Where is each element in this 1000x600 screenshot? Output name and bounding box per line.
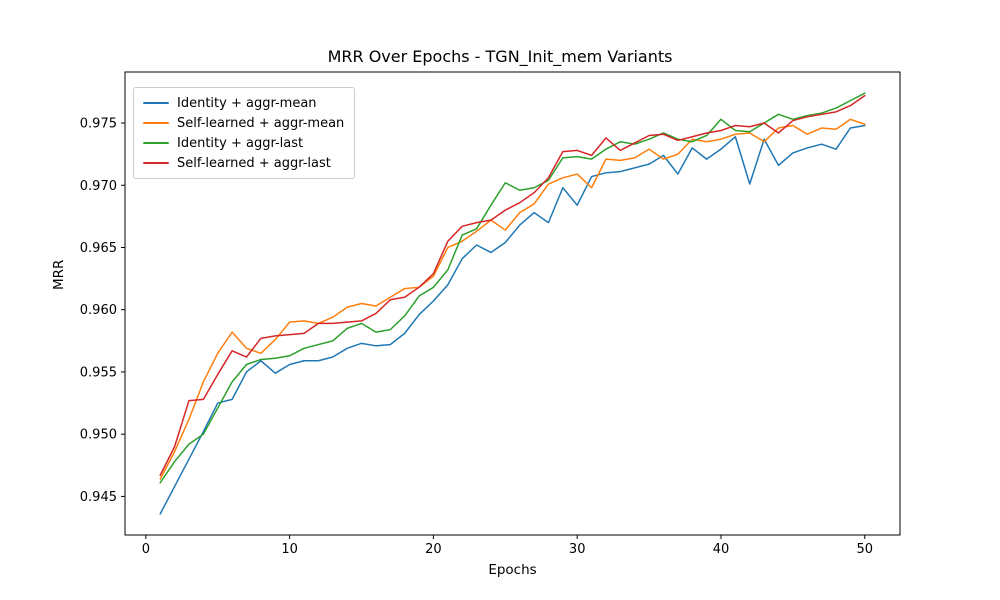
series-line-self-learned-aggr-mean xyxy=(159,118,866,480)
legend: Identity + aggr-mean Self-learned + aggr-… xyxy=(133,87,356,179)
y-tick-label: 0.950 xyxy=(80,428,117,443)
x-tick-label: 50 xyxy=(856,542,873,557)
legend-label: Self-learned + aggr-last xyxy=(177,155,331,171)
x-tick-label: 20 xyxy=(425,542,442,557)
legend-swatch-line xyxy=(143,161,169,165)
series-line-identity-aggr-last xyxy=(159,92,866,484)
y-tick-label: 0.960 xyxy=(80,303,117,318)
x-tick-label: 40 xyxy=(713,542,730,557)
x-tick-label: 30 xyxy=(569,542,586,557)
y-tick-label: 0.975 xyxy=(80,117,117,132)
x-axis-label: Epochs xyxy=(488,562,537,578)
legend-item: Self-learned + aggr-mean xyxy=(143,115,344,131)
x-tick-label: 10 xyxy=(281,542,298,557)
axes-frame xyxy=(124,71,901,536)
y-axis-label: MRR xyxy=(51,259,67,290)
y-tick-label: 0.965 xyxy=(80,241,117,256)
legend-swatch-line xyxy=(143,121,169,125)
legend-item: Identity + aggr-mean xyxy=(143,95,344,111)
legend-swatch-line xyxy=(143,141,169,145)
legend-item: Identity + aggr-last xyxy=(143,135,344,151)
chart-title: MRR Over Epochs - TGN_Init_mem Variants xyxy=(327,47,673,66)
legend-swatch-line xyxy=(143,101,169,105)
y-tick-label: 0.945 xyxy=(80,490,117,505)
x-tick-label: 0 xyxy=(142,542,150,557)
y-tick-label: 0.955 xyxy=(80,365,117,380)
legend-label: Identity + aggr-last xyxy=(177,135,304,151)
y-tick-label: 0.970 xyxy=(80,179,117,194)
legend-label: Self-learned + aggr-mean xyxy=(177,115,345,131)
series-line-identity-aggr-mean xyxy=(159,124,866,515)
series-line-self-learned-aggr-last xyxy=(159,94,866,477)
legend-label: Identity + aggr-mean xyxy=(177,95,317,111)
legend-item: Self-learned + aggr-last xyxy=(143,155,344,171)
